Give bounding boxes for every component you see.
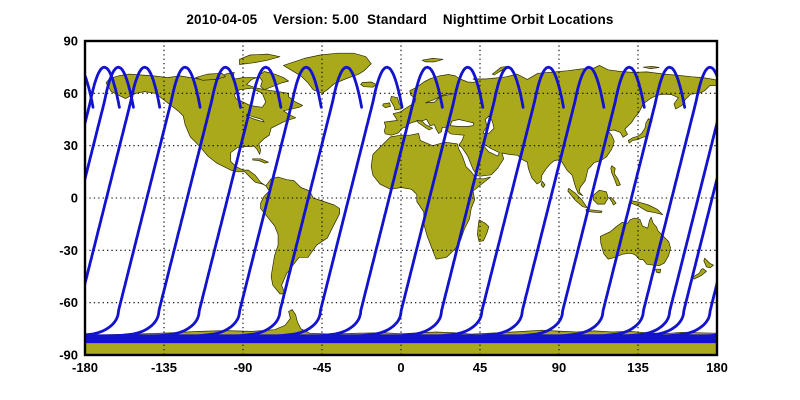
lon-tick-label: 180 xyxy=(706,360,728,375)
land-ireland xyxy=(382,102,391,108)
lon-tick-label: -135 xyxy=(151,360,177,375)
land-new-zealand-north xyxy=(703,257,714,269)
polar-orbit-band xyxy=(85,335,717,344)
lon-tick-label: 45 xyxy=(473,360,487,375)
orbit-track xyxy=(196,65,363,338)
orbit-track xyxy=(155,65,323,338)
plot-frame xyxy=(83,39,719,357)
orbit-tracks-layer xyxy=(85,65,717,338)
lake-persian-gulf xyxy=(483,144,500,157)
lat-tick-label: 30 xyxy=(64,138,78,153)
orbit-track xyxy=(115,65,283,338)
orbit-track xyxy=(706,334,717,338)
orbit-track xyxy=(397,65,565,338)
orbit-track xyxy=(85,65,135,185)
orbit-track xyxy=(317,65,485,338)
orbit-track xyxy=(519,65,687,338)
orbit-track xyxy=(626,277,717,338)
land-sumatra xyxy=(567,188,588,208)
land-cuba xyxy=(252,158,269,164)
orbit-track xyxy=(85,65,121,129)
lon-tick-label: -180 xyxy=(72,360,98,375)
orbit-track xyxy=(438,65,606,338)
orbit-track xyxy=(585,117,717,338)
lat-tick-label: 0 xyxy=(71,191,78,206)
land-ellesmere-island xyxy=(239,53,281,65)
lake-black-sea xyxy=(449,119,475,127)
land-uk xyxy=(390,95,404,111)
land-madagascar xyxy=(477,219,490,242)
land-java xyxy=(585,208,603,214)
lat-tick-label: -60 xyxy=(59,295,78,310)
lake-great-lakes xyxy=(246,113,265,123)
land-sri-lanka xyxy=(540,181,546,188)
lon-tick-label: -90 xyxy=(234,360,253,375)
lat-tick-label: 60 xyxy=(64,86,78,101)
orbit-track xyxy=(85,65,202,337)
orbit-track xyxy=(559,65,717,338)
lon-tick-label: 90 xyxy=(552,360,566,375)
chart-title: 2010-04-05 Version: 5.00 Standard Nightt… xyxy=(186,12,614,27)
land-philippines xyxy=(610,165,621,187)
lat-tick-label: 90 xyxy=(64,34,78,49)
land-iceland xyxy=(360,81,377,88)
lon-tick-label: -45 xyxy=(313,360,332,375)
land-sulawesi xyxy=(609,196,617,206)
lon-tick-label: 0 xyxy=(397,360,404,375)
lon-tick-label: 135 xyxy=(627,360,649,375)
orbit-track xyxy=(85,65,162,290)
land-borneo xyxy=(592,189,609,205)
orbit-track xyxy=(599,173,717,338)
orbit-track xyxy=(85,65,242,338)
land-new-siberian-islands xyxy=(642,65,660,69)
orbit-track xyxy=(276,65,444,338)
lake-baltic-sea xyxy=(425,92,455,104)
orbit-track xyxy=(357,65,525,338)
orbit-track xyxy=(478,65,646,338)
lat-tick-label: -90 xyxy=(59,348,78,363)
land-italy xyxy=(416,120,433,131)
land-greenland xyxy=(283,52,372,94)
land-new-guinea xyxy=(630,200,663,215)
lat-tick-label: -30 xyxy=(59,243,78,258)
land-tasmania xyxy=(655,268,662,274)
orbit-track xyxy=(85,72,95,109)
orbit-track xyxy=(236,65,404,338)
land-svalbard xyxy=(421,58,444,63)
